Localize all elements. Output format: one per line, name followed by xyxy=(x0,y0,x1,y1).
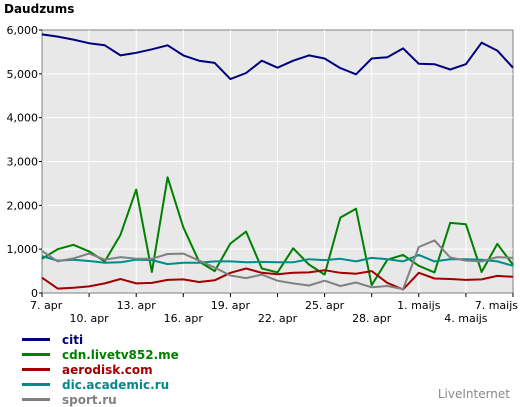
legend-item: sport.ru xyxy=(22,392,179,407)
footer-brand: LiveInternet xyxy=(437,387,510,401)
series-line-citi xyxy=(41,33,514,81)
y-tick-label: 6,000 xyxy=(7,24,39,37)
x-tick-label: 25. apr xyxy=(305,299,345,312)
y-tick-label: 0 xyxy=(31,287,38,300)
grid-lines xyxy=(42,30,513,293)
legend-item: aerodisk.com xyxy=(22,362,179,377)
legend-label: cdn.livetv852.me xyxy=(62,347,179,362)
chart-title: Daudzums xyxy=(4,2,74,16)
legend-item: dic.academic.ru xyxy=(22,377,179,392)
legend-swatch xyxy=(22,383,50,386)
x-tick-label: 10. apr xyxy=(69,312,109,325)
legend-swatch xyxy=(22,338,50,341)
x-tick-label: 7. apr xyxy=(30,299,63,312)
series-line-dic-academic-ru xyxy=(41,253,514,267)
line-chart: Daudzums 0 1,000 2,000 3,000 4,000 5,000 6,000… xyxy=(4,2,518,325)
y-tick-label: 4,000 xyxy=(7,112,39,125)
legend-swatch xyxy=(22,353,50,356)
y-tick-label: 2,000 xyxy=(7,199,39,212)
x-tick-label: 1. maijs xyxy=(397,299,441,312)
series-lines xyxy=(41,33,514,291)
legend-swatch xyxy=(22,398,50,401)
x-tick-label: 16. apr xyxy=(164,312,204,325)
legend-label: sport.ru xyxy=(62,392,117,407)
series-line-cdn-livetv852-me xyxy=(41,176,514,287)
y-tick-label: 5,000 xyxy=(7,68,39,81)
x-tick-label: 28. apr xyxy=(352,312,392,325)
x-tick-label: 13. apr xyxy=(117,299,157,312)
x-tick-label: 4. maijs xyxy=(444,312,488,325)
y-axis-ticks: 0 1,000 2,000 3,000 4,000 5,000 6,000 xyxy=(7,24,42,300)
y-tick-label: 3,000 xyxy=(7,156,39,169)
x-tick-label: 22. apr xyxy=(258,312,298,325)
legend-label: aerodisk.com xyxy=(62,362,153,377)
legend: citi cdn.livetv852.me aerodisk.com dic.acad… xyxy=(22,332,179,407)
legend-item: cdn.livetv852.me xyxy=(22,347,179,362)
series-line-aerodisk-com xyxy=(41,267,514,291)
y-tick-label: 1,000 xyxy=(7,243,39,256)
x-tick-label: 19. apr xyxy=(211,299,251,312)
legend-item: citi xyxy=(22,332,179,347)
legend-swatch xyxy=(22,368,50,371)
series-line-sport-ru xyxy=(41,239,514,291)
legend-label: citi xyxy=(62,332,84,347)
legend-label: dic.academic.ru xyxy=(62,377,170,392)
x-axis-ticks: 7. apr 10. apr 13. apr 16. apr 19. apr 22. ap… xyxy=(30,293,518,325)
x-tick-label: 7. maijs xyxy=(475,299,519,312)
